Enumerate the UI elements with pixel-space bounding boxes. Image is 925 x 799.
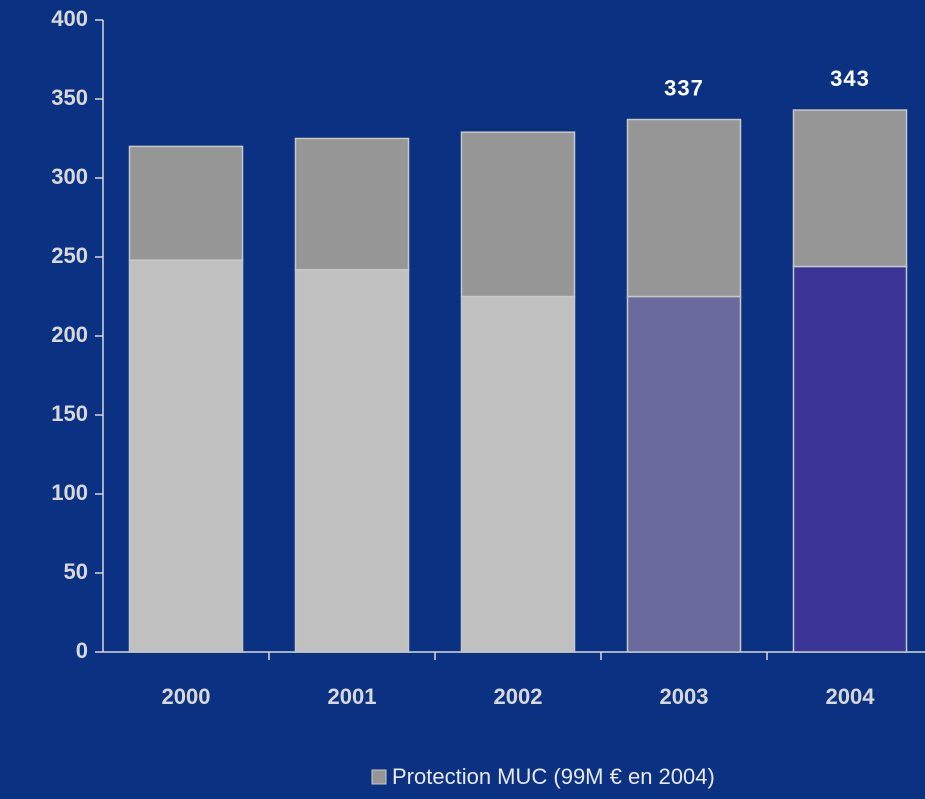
y-tick-label: 250 (51, 243, 88, 268)
bar-segment (792, 265, 908, 653)
x-tick-label: 2004 (826, 684, 876, 709)
legend-swatch (371, 769, 387, 785)
x-tick-label: 2002 (494, 684, 543, 709)
bar-segment (294, 268, 410, 653)
y-tick-label: 150 (51, 401, 88, 426)
y-tick-label: 400 (51, 6, 88, 31)
bar-segment (128, 145, 244, 261)
y-tick-label: 50 (64, 559, 88, 584)
x-tick-label: 2000 (162, 684, 211, 709)
total-label: 343 (830, 66, 870, 91)
legend-label: Protection MUC (99M € en 2004) (392, 764, 715, 789)
y-tick-label: 200 (51, 322, 88, 347)
y-tick-label: 100 (51, 480, 88, 505)
total-label: 337 (664, 75, 704, 100)
y-tick-label: 300 (51, 164, 88, 189)
x-tick-label: 2001 (328, 684, 377, 709)
bar-segment (460, 131, 576, 298)
bar-segment (460, 295, 576, 653)
bar-segment (128, 259, 244, 653)
bar-segment (626, 295, 742, 653)
y-tick-label: 0 (76, 638, 88, 663)
bar-segment (792, 109, 908, 268)
y-tick-label: 350 (51, 85, 88, 110)
x-tick-label: 2003 (660, 684, 709, 709)
bar-segment (626, 118, 742, 298)
bar-segment (294, 137, 410, 271)
